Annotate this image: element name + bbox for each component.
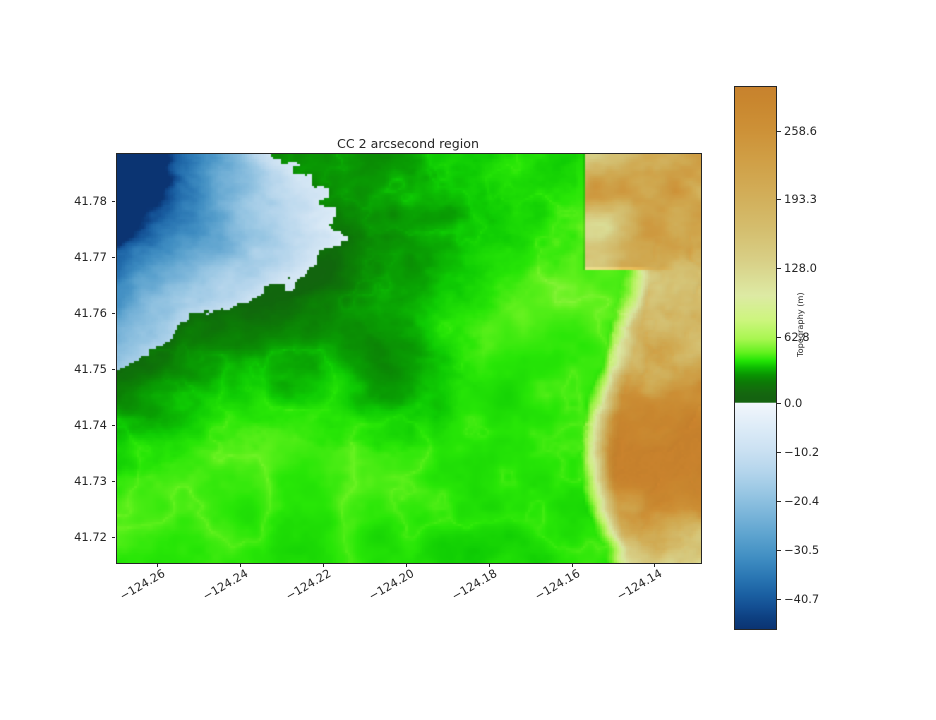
x-tick-label: −124.20 xyxy=(366,566,417,604)
x-tick-label: −124.14 xyxy=(614,566,665,604)
colorbar-tick-label: −20.4 xyxy=(784,494,820,509)
y-tick-label: 41.78 xyxy=(74,193,107,208)
colorbar-tick-label: 258.6 xyxy=(784,123,817,138)
colorbar-tick-mark xyxy=(777,501,781,503)
x-tick-label: −124.18 xyxy=(448,566,500,604)
x-tick-mark xyxy=(240,563,242,567)
colorbar-tick-label: 62.8 xyxy=(784,329,810,344)
y-tick-label: 41.74 xyxy=(74,417,107,432)
y-tick-mark xyxy=(111,424,115,426)
colorbar-tick-label: 193.3 xyxy=(784,192,817,207)
y-tick-mark xyxy=(111,480,115,482)
y-tick-label: 41.75 xyxy=(74,361,107,376)
colorbar-tick-mark xyxy=(777,199,781,201)
colorbar-label: Topography (m) xyxy=(795,292,805,357)
y-tick-label: 41.73 xyxy=(74,473,107,488)
x-axis-tick-labels: −124.26 −124.24 −124.22 −124.20 −124.18 −124.… xyxy=(116,566,700,628)
x-tick-mark xyxy=(654,563,656,567)
y-tick-label: 41.77 xyxy=(74,249,107,264)
colorbar-tick-label: −30.5 xyxy=(784,542,820,557)
map-axes[interactable] xyxy=(116,153,702,564)
topography-heatmap xyxy=(117,154,701,563)
x-tick-label: −124.24 xyxy=(200,566,251,604)
colorbar-tick-label: −10.2 xyxy=(784,445,820,460)
page-title: CC 2 arcsecond region xyxy=(337,136,479,151)
colorbar-tick-mark xyxy=(777,130,781,132)
colorbar-tick-mark xyxy=(777,336,781,338)
y-tick-mark xyxy=(111,368,115,370)
colorbar[interactable]: 258.6 193.3 128.0 62.8 0.0 −10.2 −20.4 −30.5 −40… xyxy=(734,86,819,630)
colorbar-tick-mark xyxy=(777,598,781,600)
y-tick-label: 41.76 xyxy=(74,305,107,320)
x-tick-label: −124.26 xyxy=(117,566,168,604)
colorbar-tick-label: 128.0 xyxy=(784,261,817,276)
colorbar-tick-label: 0.0 xyxy=(784,395,803,410)
colorbar-tick-mark xyxy=(777,402,781,404)
colorbar-tick-mark xyxy=(777,549,781,551)
x-tick-label: −124.22 xyxy=(283,566,334,604)
y-tick-mark xyxy=(111,256,115,258)
y-tick-label: 41.72 xyxy=(74,529,107,544)
x-tick-label: −124.16 xyxy=(531,566,582,604)
colorbar-tick-label: −40.7 xyxy=(784,591,820,606)
y-tick-mark xyxy=(111,312,115,314)
colorbar-tick-mark xyxy=(777,268,781,270)
x-tick-mark xyxy=(323,563,325,567)
y-tick-mark xyxy=(111,200,115,202)
colorbar-tick-mark xyxy=(777,452,781,454)
y-axis-tick-labels: 41.78 41.77 41.76 41.75 41.74 41.73 41.72 xyxy=(74,193,115,544)
x-tick-mark xyxy=(571,563,573,567)
colorbar-gradient xyxy=(735,87,776,629)
y-tick-mark xyxy=(111,536,115,538)
x-tick-mark xyxy=(488,563,490,567)
x-tick-mark xyxy=(157,563,159,567)
x-tick-mark xyxy=(405,563,407,567)
